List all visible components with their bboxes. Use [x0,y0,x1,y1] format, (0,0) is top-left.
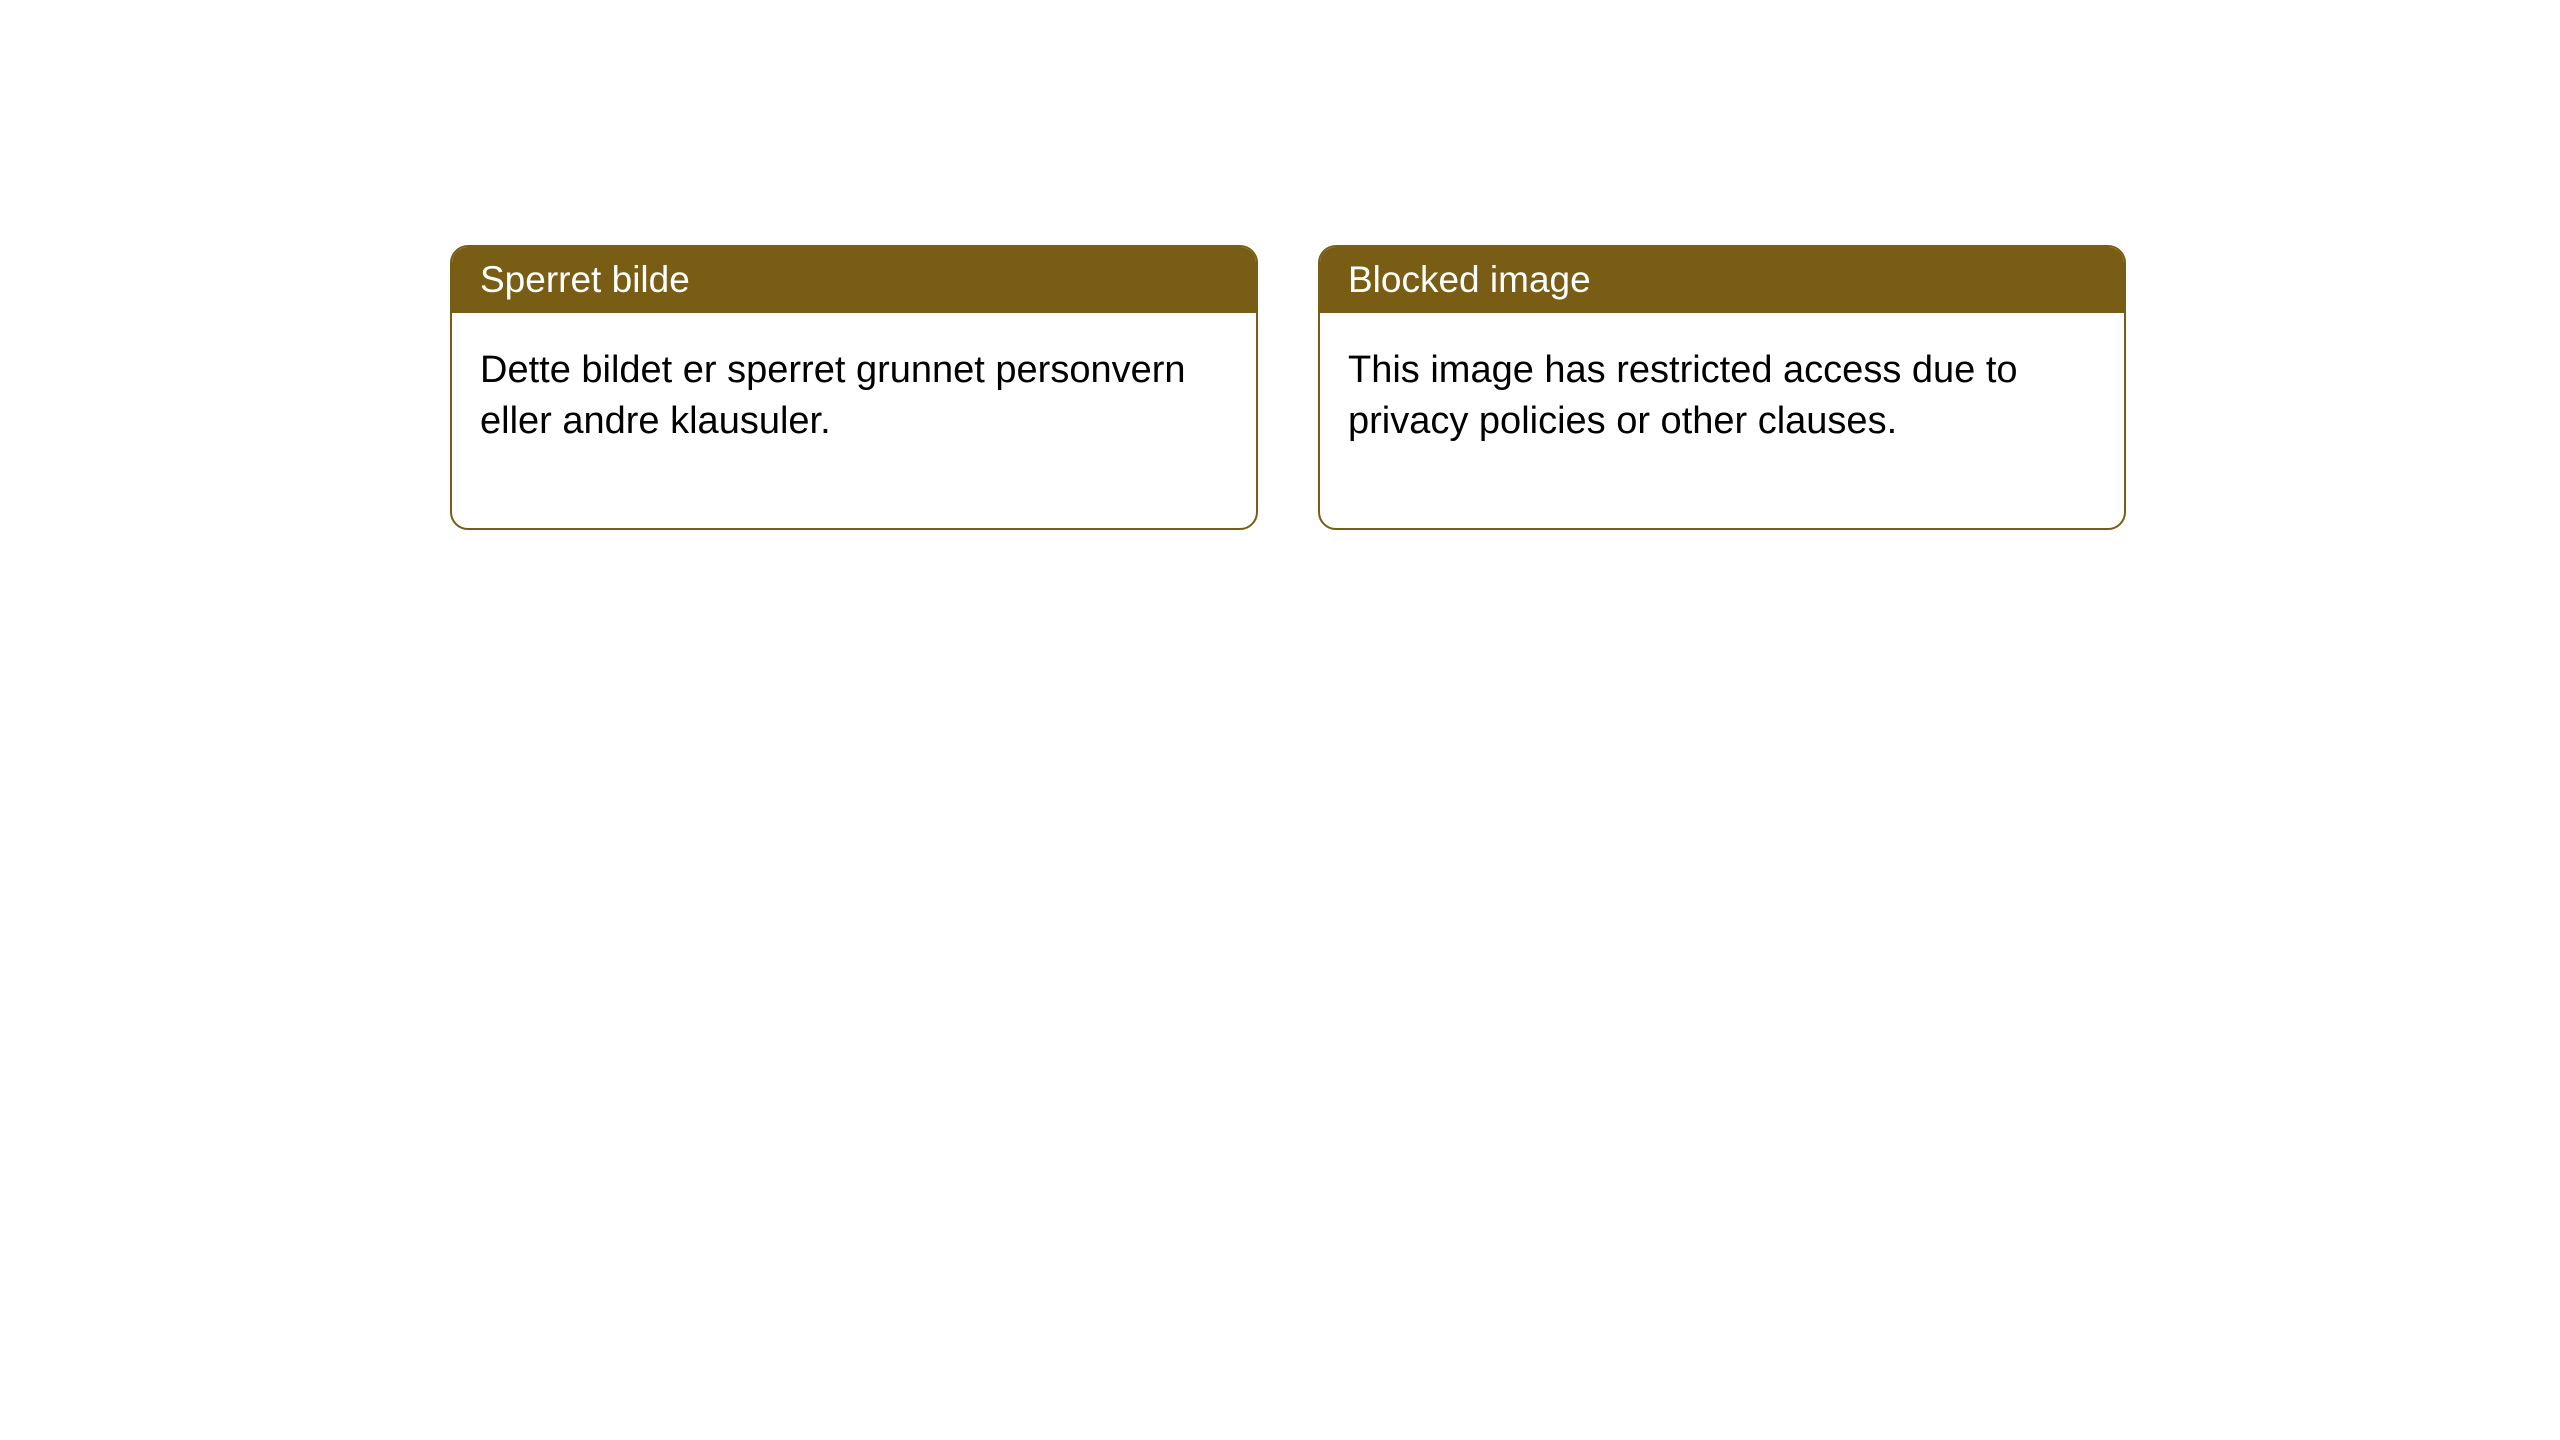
notice-title: Sperret bilde [452,247,1256,313]
notice-title: Blocked image [1320,247,2124,313]
notice-card-english: Blocked image This image has restricted … [1318,245,2126,530]
notice-body: This image has restricted access due to … [1320,313,2124,528]
notice-container: Sperret bilde Dette bildet er sperret gr… [0,0,2560,530]
notice-body: Dette bildet er sperret grunnet personve… [452,313,1256,528]
notice-card-norwegian: Sperret bilde Dette bildet er sperret gr… [450,245,1258,530]
